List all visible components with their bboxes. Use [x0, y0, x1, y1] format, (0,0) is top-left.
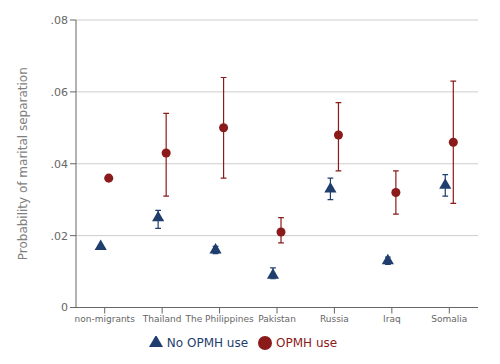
svg-text:Probability of marital separat: Probability of marital separation [16, 67, 30, 260]
svg-text:.04: .04 [51, 158, 69, 171]
svg-text:Pakistan: Pakistan [258, 314, 296, 324]
svg-text:Thailand: Thailand [142, 314, 182, 324]
svg-text:Russia: Russia [320, 314, 349, 324]
svg-text:The Philippines: The Philippines [185, 314, 254, 324]
svg-text:.08: .08 [51, 14, 69, 27]
svg-text:.02: .02 [51, 230, 69, 243]
svg-text:0: 0 [61, 301, 68, 314]
html-text:OPMH use: OPMH use [276, 335, 338, 350]
svg-text:Somalia: Somalia [431, 314, 467, 324]
html-text:No OPMH use: No OPMH use [166, 335, 249, 350]
svg-text:non-migrants: non-migrants [75, 314, 136, 324]
svg-text:.06: .06 [51, 86, 69, 99]
svg-text:Iraq: Iraq [383, 314, 401, 324]
